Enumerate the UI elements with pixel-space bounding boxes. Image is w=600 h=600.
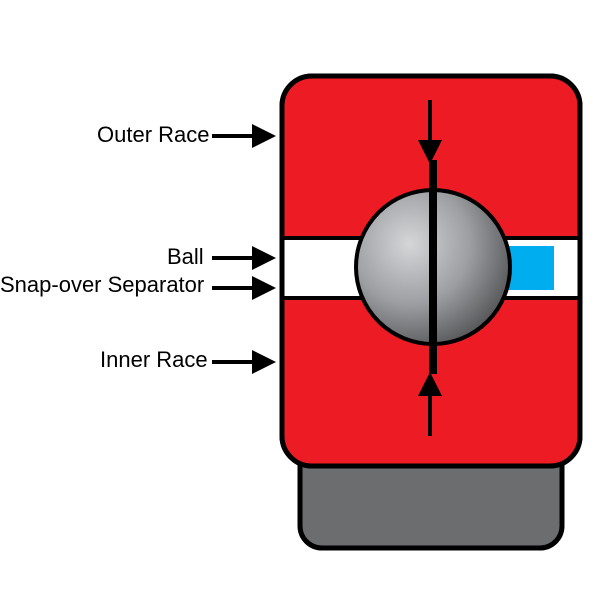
label-separator: Snap-over Separator xyxy=(0,272,204,298)
bearing-diagram xyxy=(0,0,600,600)
label-outer-race: Outer Race xyxy=(97,122,210,148)
label-inner-race: Inner Race xyxy=(100,347,208,373)
label-ball: Ball xyxy=(167,244,204,270)
center-bar xyxy=(429,160,437,374)
